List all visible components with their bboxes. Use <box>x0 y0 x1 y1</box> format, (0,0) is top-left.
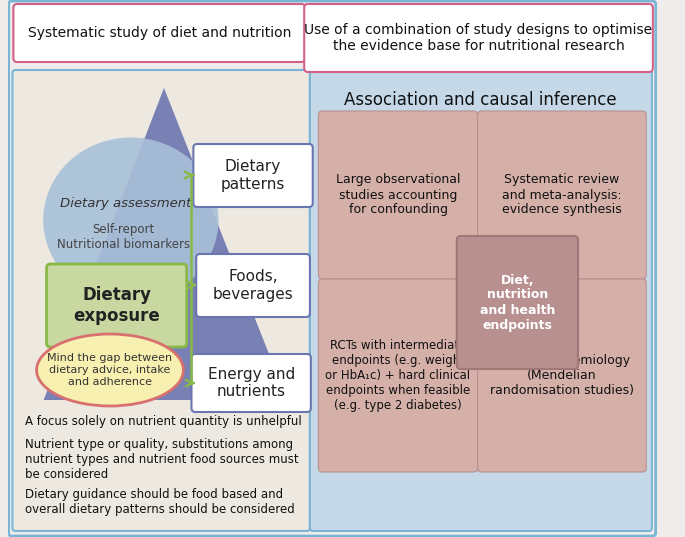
FancyBboxPatch shape <box>477 111 646 279</box>
FancyBboxPatch shape <box>319 111 477 279</box>
FancyBboxPatch shape <box>14 4 305 62</box>
Text: Diet,
nutrition
and health
endpoints: Diet, nutrition and health endpoints <box>479 273 555 331</box>
FancyBboxPatch shape <box>196 254 310 317</box>
FancyBboxPatch shape <box>477 279 646 472</box>
FancyBboxPatch shape <box>47 264 187 347</box>
Polygon shape <box>44 88 287 400</box>
Text: Mind the gap between
dietary advice, intake
and adherence: Mind the gap between dietary advice, int… <box>47 353 173 387</box>
Text: Foods,
beverages: Foods, beverages <box>212 269 293 302</box>
FancyBboxPatch shape <box>192 354 311 412</box>
Text: Energy and
nutrients: Energy and nutrients <box>208 367 295 399</box>
Text: Genetic epidemiology
(Mendelian
randomisation studies): Genetic epidemiology (Mendelian randomis… <box>490 354 634 397</box>
Text: Self-report
Nutritional biomarkers: Self-report Nutritional biomarkers <box>57 223 190 251</box>
Ellipse shape <box>36 334 184 406</box>
Text: A focus solely on nutrient quantity is unhelpful: A focus solely on nutrient quantity is u… <box>25 415 301 428</box>
FancyBboxPatch shape <box>12 70 310 531</box>
FancyBboxPatch shape <box>304 4 653 72</box>
Text: Nutrient type or quality, substitutions among
nutrient types and nutrient food s: Nutrient type or quality, substitutions … <box>25 438 299 481</box>
Ellipse shape <box>43 137 219 302</box>
FancyBboxPatch shape <box>319 279 477 472</box>
FancyBboxPatch shape <box>9 1 656 536</box>
Text: RCTs with intermediate
endpoints (e.g. weight
or HbA₁c) + hard clinical
endpoint: RCTs with intermediate endpoints (e.g. w… <box>325 339 471 412</box>
Text: Large observational
studies accounting
for confounding: Large observational studies accounting f… <box>336 173 460 216</box>
Text: Dietary guidance should be food based and
overall dietary patterns should be con: Dietary guidance should be food based an… <box>25 488 295 516</box>
Text: Dietary assessment: Dietary assessment <box>60 197 192 209</box>
Text: Systematic study of diet and nutrition: Systematic study of diet and nutrition <box>27 26 291 40</box>
Text: Use of a combination of study designs to optimise
the evidence base for nutritio: Use of a combination of study designs to… <box>304 23 653 53</box>
Text: Dietary
exposure: Dietary exposure <box>73 286 160 325</box>
Text: Systematic review
and meta-analysis:
evidence synthesis: Systematic review and meta-analysis: evi… <box>502 173 622 216</box>
Text: Association and causal inference: Association and causal inference <box>344 91 616 109</box>
FancyBboxPatch shape <box>457 236 578 369</box>
FancyBboxPatch shape <box>310 70 652 531</box>
FancyBboxPatch shape <box>193 144 313 207</box>
Text: Dietary
patterns: Dietary patterns <box>221 159 285 192</box>
